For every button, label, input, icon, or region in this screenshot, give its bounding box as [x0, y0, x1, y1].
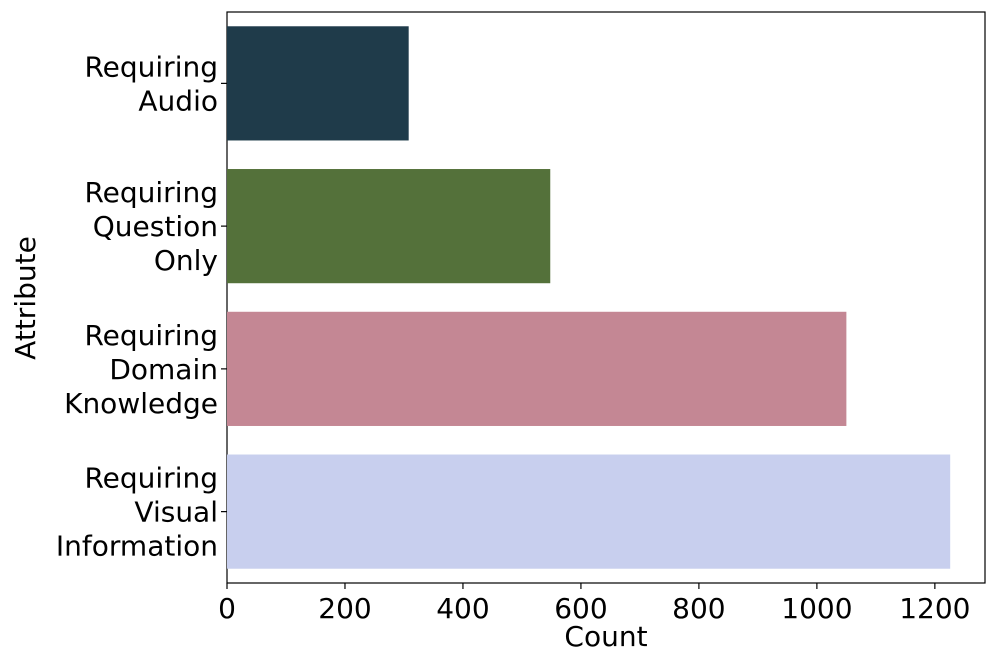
bar-3 [227, 454, 951, 569]
bar-2 [227, 311, 847, 426]
x-axis-ticks: 0 200 400 600 800 1000 1200 [218, 583, 970, 625]
x-tick-label-2: 400 [436, 592, 489, 625]
y-category-label-2: Requiring Domain Knowledge [64, 319, 218, 420]
y-category-label-line: Audio [138, 84, 218, 117]
x-tick-label-5: 1000 [781, 592, 852, 625]
plot-frame [226, 11, 986, 584]
x-axis-title: Count [564, 620, 647, 653]
x-tick-label-4: 800 [672, 592, 725, 625]
y-category-label-line: Information [56, 530, 218, 563]
y-category-label-line: Requiring [84, 319, 218, 352]
y-category-label-line: Requiring [84, 50, 218, 83]
y-category-label-line: Visual [134, 496, 218, 529]
y-category-label-line: Requiring [84, 176, 218, 209]
y-category-label-line: Only [154, 244, 218, 277]
x-tick-label-0: 0 [218, 592, 236, 625]
y-axis-title: Attribute [9, 236, 42, 360]
y-category-label-line: Requiring [84, 462, 218, 495]
bars-group [227, 26, 951, 569]
y-category-label-3: Requiring Visual Information [56, 462, 218, 563]
x-tick-label-3: 600 [554, 592, 607, 625]
bar-0 [227, 26, 409, 141]
y-category-label-line: Question [93, 210, 218, 243]
y-category-label-0: Requiring Audio [84, 50, 218, 117]
x-tick-label-1: 200 [318, 592, 371, 625]
bar-1 [227, 169, 551, 284]
y-category-label-1: Requiring Question Only [84, 176, 218, 277]
y-category-label-line: Knowledge [64, 387, 218, 420]
x-tick-label-6: 1200 [899, 592, 970, 625]
y-category-label-line: Domain [109, 353, 218, 386]
